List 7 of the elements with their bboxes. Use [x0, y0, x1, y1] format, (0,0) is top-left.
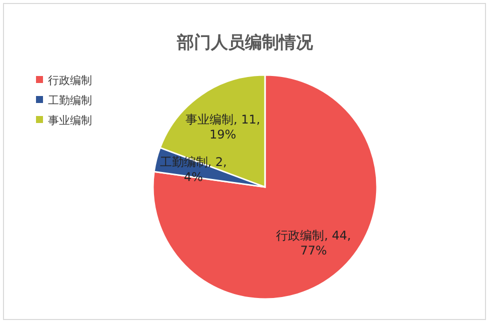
- legend-label: 行政编制: [48, 74, 92, 87]
- data-label: 事业编制, 11, 19%: [186, 112, 260, 142]
- legend-label: 事业编制: [48, 114, 92, 127]
- chart-title: 部门人员编制情况: [176, 33, 314, 53]
- legend-label: 工勤编制: [48, 94, 92, 107]
- data-label: 行政编制, 44, 77%: [276, 228, 351, 258]
- pie-slice: [152, 74, 378, 300]
